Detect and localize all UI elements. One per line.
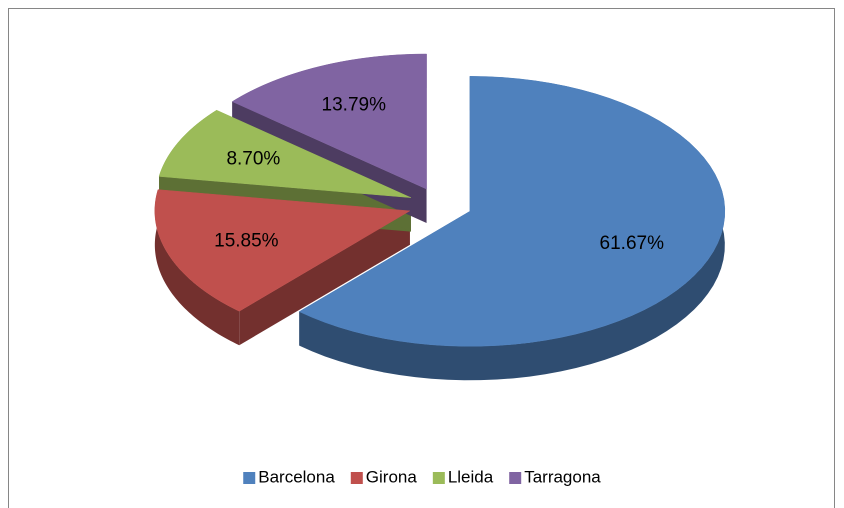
value-label: 13.79% xyxy=(322,95,387,116)
legend-label: Lleida xyxy=(448,467,494,486)
legend-label: Tarragona xyxy=(524,467,601,486)
value-label: 61.67% xyxy=(600,233,665,254)
slice-rim xyxy=(299,76,725,381)
slice-wall xyxy=(239,210,410,346)
value-label: 8.70% xyxy=(226,148,280,169)
legend-swatch xyxy=(243,472,256,484)
legend: Barcelona Girona Lleida Tarragona xyxy=(243,467,601,486)
pie-slice xyxy=(158,109,412,198)
legend-swatch xyxy=(432,472,445,484)
legend-swatch xyxy=(509,472,522,484)
legend-label: Barcelona xyxy=(258,467,335,486)
value-label: 15.85% xyxy=(214,231,279,252)
slice-rim xyxy=(154,189,240,346)
pie-slice xyxy=(298,76,726,347)
pie-slice xyxy=(154,189,411,312)
legend-label: Girona xyxy=(366,467,418,486)
pie-slice xyxy=(231,53,427,190)
legend-swatch xyxy=(350,472,363,484)
